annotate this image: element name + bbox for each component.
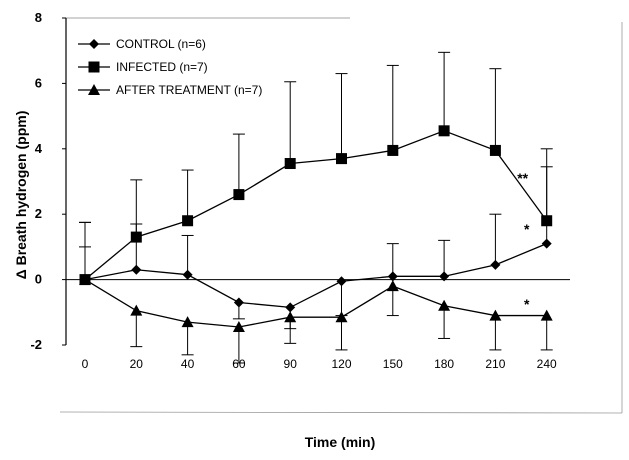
- x-tick-label: 240: [537, 357, 557, 371]
- legend-marker-square: [88, 61, 100, 73]
- data-point-square: [387, 144, 399, 156]
- y-tick-label: -2: [30, 337, 42, 352]
- data-point-square: [284, 158, 296, 170]
- data-point-square: [182, 215, 194, 227]
- y-tick-label: 6: [35, 75, 42, 90]
- data-point-triangle: [79, 273, 91, 285]
- legend-label: AFTER TREATMENT (n=7): [116, 83, 262, 97]
- data-point-square: [233, 189, 245, 201]
- data-point-diamond: [541, 238, 552, 249]
- data-point-triangle: [232, 321, 245, 333]
- x-tick-label: 210: [485, 357, 505, 371]
- series-line-diamond: [84, 243, 547, 309]
- legend-marker-triangle: [88, 84, 100, 95]
- y-axis-title: Δ Breath hydrogen (ppm): [13, 111, 29, 280]
- x-tick-label: 0: [82, 357, 89, 371]
- y-tick-label: 8: [35, 10, 42, 25]
- x-tick-label: 60: [232, 357, 246, 371]
- data-point-triangle: [335, 311, 348, 323]
- data-point-square: [336, 153, 347, 165]
- x-tick-label: 20: [130, 357, 144, 371]
- data-point-triangle: [386, 280, 399, 292]
- data-point-triangle: [130, 304, 143, 316]
- x-tick-label: 40: [181, 357, 195, 371]
- data-point-triangle: [438, 299, 451, 311]
- x-tick-label: 150: [383, 357, 403, 371]
- plot-frame-bottom: [59, 411, 623, 414]
- data-point-square: [130, 231, 142, 243]
- x-tick-label: 120: [331, 357, 351, 371]
- data-point-triangle: [540, 309, 553, 321]
- y-tick-label: 4: [35, 141, 43, 156]
- significance-marker: *: [524, 221, 530, 237]
- x-tick-label: 90: [284, 357, 298, 371]
- data-point-square: [541, 215, 553, 227]
- data-point-triangle: [284, 311, 297, 323]
- data-point-triangle: [489, 309, 502, 321]
- y-tick-label: 2: [35, 206, 42, 221]
- legend-label: CONTROL (n=6): [116, 37, 206, 51]
- y-tick-label: 0: [35, 272, 42, 287]
- data-point-diamond: [336, 276, 347, 287]
- series-line-square: [84, 130, 548, 281]
- data-point-diamond: [285, 302, 296, 313]
- data-point-square: [438, 125, 450, 137]
- data-point-square: [489, 144, 501, 156]
- legend-item-triangle: AFTER TREATMENT (n=7): [78, 83, 262, 97]
- significance-marker: *: [524, 296, 530, 312]
- series-line-triangle: [84, 279, 547, 328]
- significance-marker: **: [517, 170, 528, 186]
- data-point-triangle: [181, 316, 194, 328]
- x-axis-title: Time (min): [305, 434, 376, 450]
- data-point-diamond: [439, 271, 450, 282]
- legend-item-square: INFECTED (n=7): [78, 60, 208, 74]
- data-point-diamond: [233, 297, 244, 308]
- legend-marker-diamond: [89, 39, 99, 49]
- legend-label: INFECTED (n=7): [116, 60, 208, 74]
- data-point-diamond: [131, 264, 142, 275]
- data-point-diamond: [182, 269, 193, 280]
- data-point-diamond: [490, 259, 501, 270]
- legend-item-diamond: CONTROL (n=6): [78, 37, 206, 51]
- x-tick-label: 180: [434, 357, 454, 371]
- data-point-diamond: [387, 271, 398, 282]
